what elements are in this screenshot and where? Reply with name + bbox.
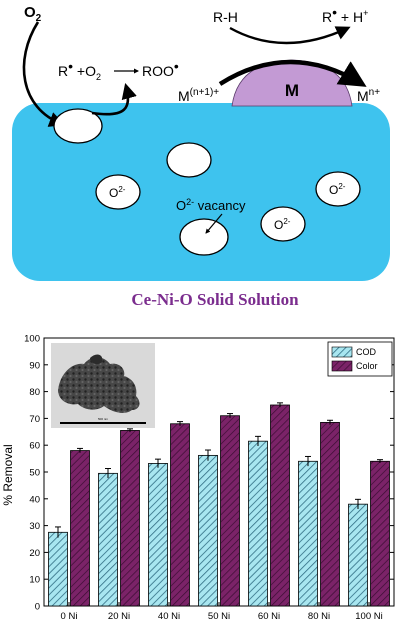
chart-legend: COD Color — [327, 341, 393, 377]
vacancy-label: O2- vacancy — [176, 197, 246, 213]
tem-particle-cluster — [90, 354, 103, 365]
tem-scale-bar — [60, 422, 146, 424]
legend-swatch-color — [331, 360, 353, 372]
catalysis-schematic: M O2 R• +O2 ROO• R-H R• + H+ M(n+1)+ Mn+… — [12, 4, 390, 309]
rh-oxidation-arrow — [229, 26, 351, 45]
bar-cod — [248, 440, 268, 607]
tem-particle-cluster — [58, 357, 140, 413]
products-label: R• + H+ — [322, 4, 368, 25]
vacancy-pointer-arrow — [205, 213, 223, 234]
tem-inset: 500 nm — [51, 343, 155, 428]
bar-cod — [198, 454, 218, 607]
y-tick-label: 10 — [29, 575, 40, 586]
legend-label-cod: COD — [356, 347, 377, 357]
scheme-caption: Ce-Ni-O Solid Solution — [131, 290, 299, 309]
x-tick-label: 50 Ni — [208, 611, 230, 622]
legend-label-color: Color — [356, 361, 378, 371]
tem-scale-label: 500 nm — [98, 417, 109, 421]
oxide-ion-label: O2- — [274, 217, 291, 232]
roo-formation-arrow — [91, 82, 137, 116]
surface-site-circle — [53, 108, 103, 144]
y-tick-label: 30 — [29, 521, 40, 532]
bar-color — [220, 415, 240, 607]
metal-label: M — [285, 81, 299, 100]
y-tick-label: 90 — [29, 360, 40, 371]
y-axis-title: % Removal — [1, 444, 15, 505]
m-oxidized-label: M(n+1)+ — [178, 87, 219, 104]
y-tick-label: 70 — [29, 414, 40, 425]
bar-color — [370, 460, 390, 607]
x-tick-label: 80 Ni — [308, 611, 330, 622]
oxide-ion-label: O2- — [329, 182, 346, 197]
y-tick-label: 100 — [24, 334, 40, 345]
oxide-ion-circle — [260, 206, 306, 242]
y-tick-label: 40 — [29, 494, 40, 505]
bar-cod — [98, 472, 118, 607]
bar-color — [270, 404, 290, 607]
y-tick-label: 0 — [35, 602, 40, 613]
o2-adsorption-arrow — [22, 21, 65, 127]
bar-cod — [48, 531, 68, 607]
rh-label: R-H — [213, 9, 238, 25]
oxide-ion-circle — [95, 174, 141, 210]
bar-color — [170, 423, 190, 607]
bar-color — [70, 450, 90, 607]
o2-label: O2 — [24, 4, 42, 24]
vacancy-circle — [166, 142, 212, 178]
m-reduced-label: Mn+ — [357, 87, 380, 104]
x-tick-label: 40 Ni — [158, 611, 180, 622]
y-tick-label: 20 — [29, 548, 40, 559]
y-tick-label: 50 — [29, 468, 40, 479]
vacancy-circle — [179, 218, 229, 256]
bar-cod — [148, 463, 168, 607]
bar-cod — [298, 460, 318, 607]
bar-cod — [348, 503, 368, 607]
x-tick-label: 0 Ni — [61, 611, 78, 622]
legend-swatch-cod — [331, 346, 353, 358]
removal-bar-chart: % Removal 0 10 20 30 40 50 60 70 80 90 100 0 Ni 20 N… — [1, 334, 395, 622]
y-tick-label: 60 — [29, 441, 40, 452]
reaction-product: ROO• — [142, 58, 179, 79]
x-tick-label: 60 Ni — [258, 611, 280, 622]
x-tick-label: 20 Ni — [108, 611, 130, 622]
axis-ticks: 0 10 20 30 40 50 60 70 80 90 100 0 Ni 20 Ni 40 Ni 50 N… — [24, 334, 394, 622]
metal-redox-arrow — [218, 59, 367, 87]
x-tick-label: 100 Ni — [355, 611, 382, 622]
bars — [48, 402, 390, 607]
bar-color — [120, 430, 140, 607]
radical-reaction: R• +O2 — [58, 58, 101, 82]
oxide-ion-circle — [315, 171, 361, 207]
y-tick-label: 80 — [29, 387, 40, 398]
oxide-ion-label: O2- — [109, 185, 126, 200]
bar-color — [320, 422, 340, 607]
